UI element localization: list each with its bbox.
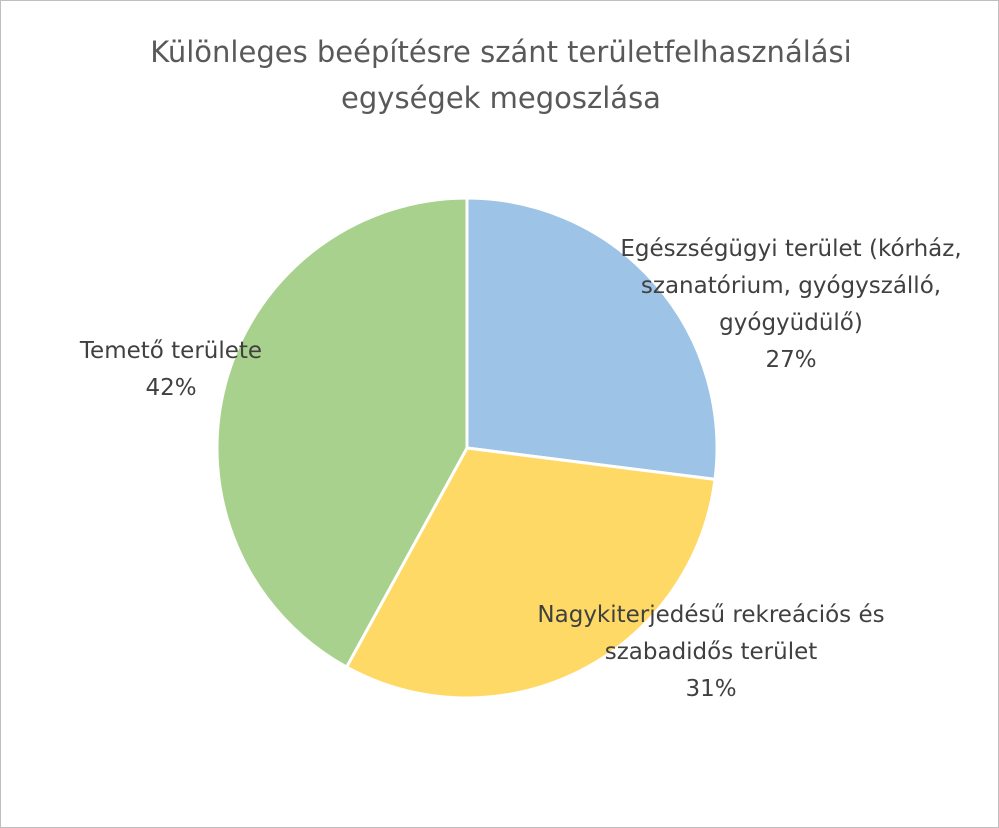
category-label: Temető területe <box>79 338 263 364</box>
value-label: 42% <box>145 375 197 401</box>
chart-title: Különleges beépítésre szánt területfelha… <box>150 35 852 115</box>
pie-slice <box>465 196 719 482</box>
slice-label: Nagykiterjedésű rekreációs és szabadidős… <box>506 597 916 708</box>
value-label: 27% <box>765 347 817 373</box>
pie-slice <box>215 196 469 670</box>
slice-label: Temető területe 42% <box>41 333 301 407</box>
category-label: Egészségügyi terület (kórház, szanatóriu… <box>620 236 962 336</box>
slice-label: Egészségügyi terület (kórház, szanatóriu… <box>616 231 966 379</box>
pie-slice <box>344 446 717 700</box>
value-label: 31% <box>685 676 737 702</box>
category-label: Nagykiterjedésű rekreációs és szabadidős… <box>537 602 885 665</box>
